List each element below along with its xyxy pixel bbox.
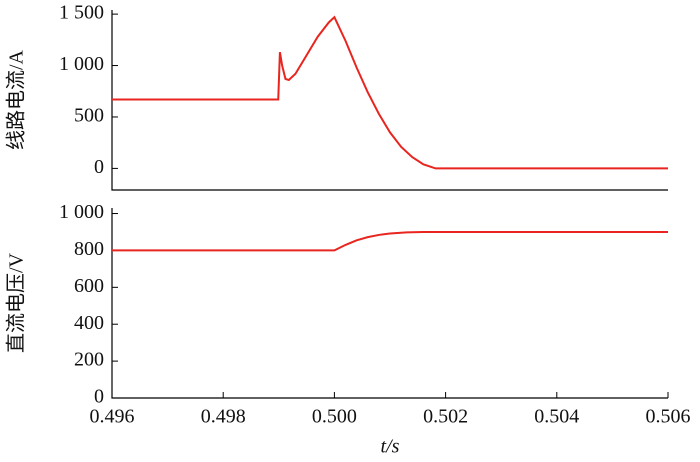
axis-line — [111, 10, 668, 191]
data-line — [112, 230, 668, 252]
y-axis-label: 直流电压/V — [5, 252, 28, 353]
y-tick-label: 400 — [74, 312, 104, 334]
x-tick-label: 0.498 — [201, 406, 246, 428]
y-axis-label: 线路电流/A — [5, 49, 28, 150]
y-tick-label: 1 000 — [59, 201, 104, 223]
x-tick-label: 0.502 — [423, 406, 468, 428]
y-tick-label: 0 — [94, 156, 104, 178]
y-tick-label: 1 000 — [59, 53, 104, 75]
x-axis-label: t/s — [381, 436, 400, 458]
y-tick-label: 0 — [94, 386, 104, 408]
y-tick-label: 500 — [74, 105, 104, 127]
y-tick-label: 1 500 — [59, 2, 104, 24]
y-tick-label: 800 — [74, 238, 104, 260]
y-tick-label: 200 — [74, 349, 104, 371]
x-tick-label: 0.496 — [90, 406, 135, 428]
x-tick-label: 0.500 — [312, 406, 357, 428]
y-tick-label: 600 — [74, 275, 104, 297]
data-line — [112, 15, 668, 170]
x-tick-label: 0.504 — [534, 406, 579, 428]
axis-line — [111, 208, 668, 399]
x-tick-label: 0.506 — [646, 406, 691, 428]
